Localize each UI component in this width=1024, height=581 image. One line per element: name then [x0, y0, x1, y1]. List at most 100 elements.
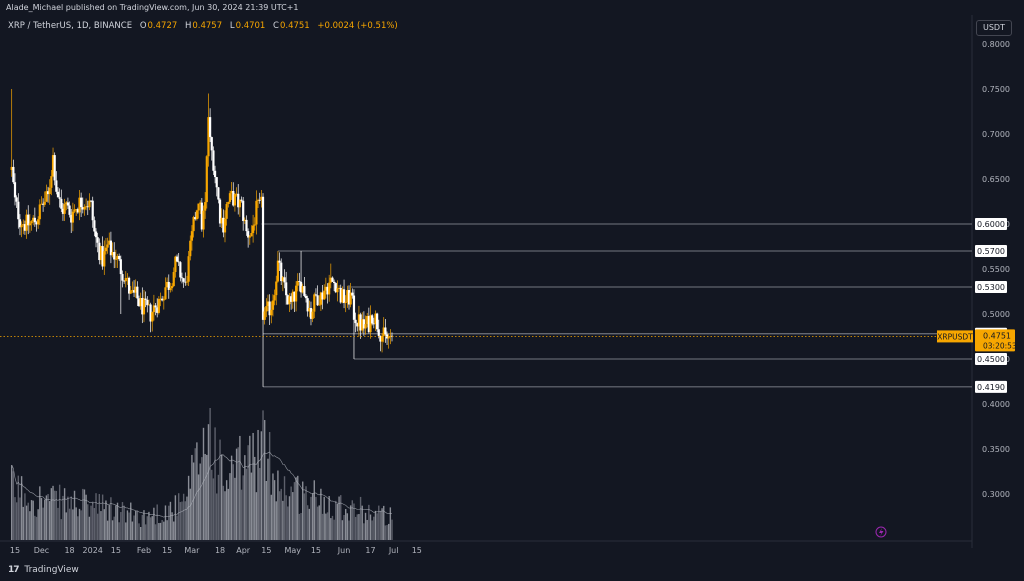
volume-bar	[177, 493, 180, 540]
volume-bar	[123, 505, 125, 540]
volume-bar	[349, 505, 352, 540]
candle-body	[304, 295, 308, 299]
candle-body	[156, 307, 159, 313]
volume-bar	[40, 497, 43, 540]
candle-body	[10, 166, 13, 170]
volume-bar	[354, 516, 357, 540]
candle-body	[298, 281, 301, 282]
candle-body	[28, 223, 31, 226]
candle-body	[276, 260, 280, 282]
volume-bar	[83, 489, 86, 540]
volume-bar	[173, 521, 175, 540]
candle-body	[169, 288, 172, 290]
volume-bar	[217, 474, 220, 540]
volume-bar	[383, 505, 385, 540]
volume-bar	[227, 488, 230, 540]
volume-bar	[73, 490, 76, 540]
x-tick-label: May	[285, 546, 302, 555]
volume-bar	[229, 473, 231, 540]
x-tick-label: Jul	[388, 546, 399, 555]
volume-bar	[303, 493, 306, 540]
candle-body	[40, 203, 43, 205]
candle-body	[233, 194, 237, 206]
volume-bar	[131, 521, 134, 540]
volume-bar	[151, 516, 153, 540]
currency-selector-button[interactable]: USDT	[976, 20, 1012, 36]
candle-body	[199, 202, 202, 204]
candle-body	[301, 286, 304, 293]
volume-bar	[306, 505, 309, 540]
tradingview-brand: TradingView	[24, 565, 79, 575]
candle-body	[106, 244, 109, 248]
volume-bar	[78, 508, 81, 540]
candle-body	[66, 202, 70, 206]
volume-bar	[331, 515, 334, 540]
volume-bar	[285, 495, 287, 540]
volume-bar	[384, 525, 387, 540]
candle-body	[129, 290, 132, 294]
candle-body	[118, 255, 121, 260]
candle-body	[303, 286, 306, 296]
volume-bar	[49, 501, 51, 540]
volume-bar	[263, 420, 266, 540]
volume-bar	[225, 480, 228, 540]
candle-body	[88, 200, 91, 208]
volume-bar	[65, 512, 67, 540]
volume-bar	[206, 454, 208, 540]
candle-body	[38, 204, 41, 220]
volume-bar	[92, 501, 94, 540]
symbol-label[interactable]: XRP / TetherUS, 1D, BINANCE	[8, 21, 133, 31]
candle-body	[15, 197, 18, 202]
volume-bar	[159, 522, 162, 540]
volume-bar	[70, 496, 72, 540]
candle-body	[182, 278, 185, 282]
volume-bar	[115, 505, 117, 540]
volume-bar	[311, 493, 314, 540]
volume-bar	[389, 507, 392, 540]
volume-bar	[330, 518, 332, 540]
candle-body	[225, 204, 228, 219]
volume-bar	[235, 448, 238, 540]
current-price-tag	[975, 329, 1015, 352]
volume-bar	[371, 520, 373, 540]
low-label: L	[229, 21, 235, 31]
volume-bar	[113, 516, 115, 540]
candle-body	[86, 206, 89, 208]
volume-bar	[53, 490, 56, 540]
x-tick-label: 17	[365, 546, 375, 555]
candle-body	[63, 204, 66, 214]
candle-body	[299, 281, 303, 293]
candle-body	[83, 206, 86, 210]
volume-bar	[295, 477, 297, 540]
candle-body	[245, 219, 248, 232]
x-tick-label: 15	[111, 546, 121, 555]
candle-body	[390, 335, 394, 337]
volume-bar	[118, 522, 120, 540]
candle-body	[326, 286, 329, 295]
candle-body	[111, 251, 114, 256]
candle-body	[126, 277, 129, 279]
candle-body	[202, 210, 205, 230]
volume-bar	[14, 497, 16, 540]
candle-body	[56, 191, 60, 198]
volume-bar	[292, 492, 294, 540]
volume-bar	[318, 505, 320, 540]
volume-bar	[308, 508, 311, 540]
candle-body	[278, 260, 281, 263]
volume-bar	[260, 431, 263, 540]
volume-bar	[110, 497, 112, 540]
candle-body	[190, 231, 194, 241]
volume-bar	[37, 509, 39, 540]
level-price-tag	[975, 218, 1007, 230]
candle-body	[76, 209, 79, 213]
volume-bar	[283, 476, 286, 540]
volume-bar	[338, 496, 340, 540]
candle-body	[192, 217, 195, 232]
candle-body	[357, 314, 361, 327]
symbol-tag	[937, 330, 973, 343]
candle-body	[109, 240, 113, 256]
volume-bar	[194, 448, 196, 540]
current-price-label: 0.4751	[983, 331, 1011, 340]
volume-bar	[333, 519, 335, 540]
